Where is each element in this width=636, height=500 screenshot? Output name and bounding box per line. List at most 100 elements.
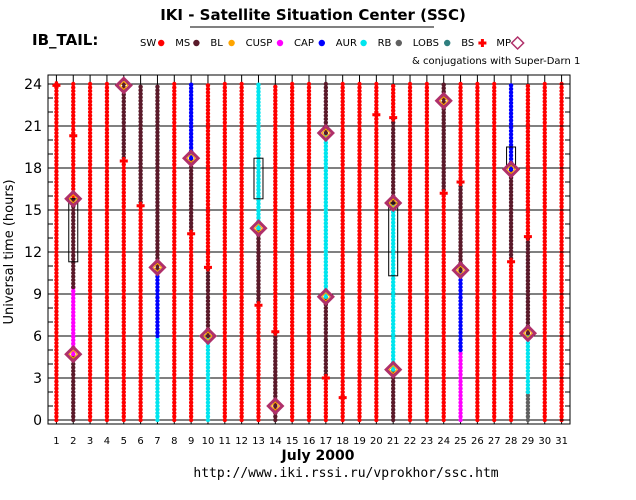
- region-point: [222, 148, 228, 153]
- region-point: [155, 379, 160, 384]
- region-point: [87, 249, 93, 255]
- region-point: [357, 400, 362, 405]
- region-point: [205, 149, 211, 155]
- region-point: [104, 99, 110, 104]
- region-point: [138, 358, 143, 363]
- region-point: [71, 246, 76, 251]
- region-point: [273, 196, 278, 201]
- region-point: [256, 410, 261, 416]
- region-point: [172, 137, 177, 143]
- region-point: [205, 400, 211, 405]
- region-point: [323, 193, 329, 198]
- region-point: [87, 113, 93, 118]
- region-point: [155, 140, 160, 145]
- region-point: [340, 130, 345, 136]
- region-point: [87, 106, 93, 111]
- region-point: [222, 207, 228, 213]
- region-point: [87, 305, 93, 311]
- chart-subtitle: IB_TAIL:: [32, 31, 98, 49]
- region-point: [357, 249, 362, 255]
- region-point: [104, 190, 110, 195]
- region-point: [323, 284, 329, 289]
- source-url[interactable]: http://www.iki.rssi.ru/vprokhor/ssc.htm: [193, 466, 498, 481]
- region-point: [54, 158, 59, 164]
- region-point: [458, 81, 463, 87]
- region-point: [306, 396, 312, 402]
- region-point: [222, 288, 228, 293]
- region-point: [155, 238, 160, 243]
- region-point: [121, 179, 126, 185]
- region-point: [104, 396, 110, 402]
- region-point: [138, 326, 143, 332]
- region-point: [340, 242, 345, 248]
- region-point: [256, 163, 261, 168]
- region-point: [222, 151, 228, 157]
- region-point: [323, 106, 329, 111]
- region-point: [306, 393, 312, 398]
- region-point: [374, 302, 379, 307]
- region-point: [357, 260, 362, 265]
- region-point: [87, 109, 93, 115]
- region-point: [71, 263, 76, 269]
- bow-shock-crossing: [119, 157, 128, 165]
- region-point: [205, 153, 211, 158]
- region-point: [357, 312, 362, 318]
- region-point: [273, 348, 278, 353]
- region-point: [222, 130, 228, 136]
- region-point: [205, 86, 211, 92]
- region-point: [222, 368, 228, 374]
- region-point: [239, 211, 244, 216]
- region-point: [306, 291, 312, 297]
- region-point: [87, 267, 93, 272]
- region-point: [54, 123, 59, 129]
- region-point: [87, 319, 93, 325]
- region-point: [306, 309, 312, 314]
- region-point: [222, 365, 228, 370]
- region-point: [256, 257, 261, 262]
- region-point: [172, 274, 177, 279]
- region-point: [323, 231, 329, 236]
- region-point: [155, 98, 160, 104]
- region-point: [71, 179, 76, 185]
- region-point: [172, 197, 177, 202]
- region-point: [87, 81, 93, 87]
- region-point: [205, 233, 211, 239]
- legend-label: CUSP: [246, 38, 273, 49]
- region-point: [71, 270, 76, 276]
- region-point: [71, 317, 76, 322]
- region-point: [87, 260, 93, 265]
- region-point: [172, 396, 177, 402]
- region-point: [256, 142, 261, 147]
- region-point: [256, 347, 261, 353]
- region-point: [306, 102, 312, 108]
- region-point: [205, 240, 211, 246]
- region-point: [256, 275, 261, 280]
- region-point: [273, 98, 278, 104]
- region-point: [87, 88, 93, 94]
- region-point: [374, 410, 379, 416]
- region-point: [273, 116, 278, 121]
- region-point: [273, 235, 278, 240]
- region-point: [239, 207, 244, 213]
- region-point: [138, 175, 143, 180]
- region-point: [205, 230, 211, 235]
- region-point: [306, 347, 312, 353]
- region-point: [87, 148, 93, 153]
- region-point: [340, 284, 345, 290]
- region-point: [205, 107, 211, 113]
- region-point: [172, 309, 177, 314]
- region-point: [390, 83, 396, 89]
- region-point: [188, 333, 194, 339]
- region-point: [87, 162, 93, 167]
- region-point: [54, 193, 59, 199]
- region-point: [87, 116, 93, 122]
- y-tick-label: 12: [24, 245, 42, 261]
- region-point: [357, 267, 362, 272]
- region-point: [273, 417, 278, 423]
- region-point: [323, 417, 329, 423]
- region-point: [306, 207, 312, 213]
- region-point: [138, 140, 143, 145]
- region-point: [289, 81, 295, 87]
- region-point: [222, 239, 228, 244]
- region-point: [71, 155, 76, 160]
